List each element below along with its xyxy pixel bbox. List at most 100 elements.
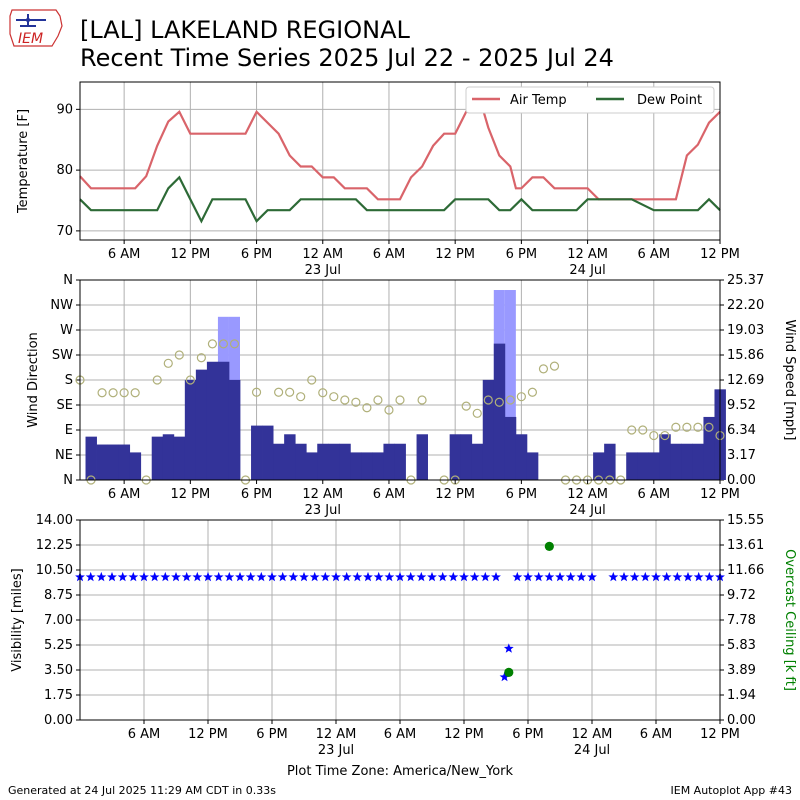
visibility-point — [181, 571, 192, 582]
ceiling-tick-label: 0.00 — [727, 713, 756, 728]
wind-direction-point — [108, 388, 118, 398]
visibility-point — [384, 571, 395, 582]
wind-direction-point — [274, 387, 284, 397]
vis-xtick-label: 6 PM — [512, 727, 543, 742]
wind-direction-point — [494, 397, 504, 407]
visibility-point — [565, 571, 576, 582]
ceiling-tick-label: 1.94 — [727, 688, 756, 703]
visibility-point — [544, 571, 555, 582]
vis-ylabel: Visibility [miles] — [10, 568, 25, 671]
visibility-point — [704, 571, 715, 582]
visibility-point — [480, 571, 491, 582]
wind-speed-bar — [394, 443, 406, 480]
wind-xtick-label: 6 AM — [373, 487, 406, 502]
wind-speed-bar — [96, 444, 108, 480]
temp-legend: Air Temp Dew Point — [465, 86, 715, 114]
visibility-point — [469, 571, 480, 582]
visibility-point — [491, 571, 501, 582]
visibility-point — [277, 571, 288, 582]
wind-direction-point — [251, 387, 262, 397]
temp-panel-frame — [79, 81, 721, 241]
wind-speed-bar — [604, 443, 616, 480]
visibility-point — [693, 571, 704, 582]
visibility-point — [576, 571, 587, 582]
wind-speed-bar — [339, 443, 351, 480]
wind-xtick-label: 12 AM — [567, 487, 608, 502]
wind-speed-bar — [416, 434, 428, 480]
wind-direction-point — [527, 387, 538, 397]
visibility-point — [427, 571, 437, 582]
wind-date-label: 23 Jul — [305, 503, 341, 518]
temp-xtick-label: 12 PM — [700, 247, 740, 262]
visibility-point — [683, 571, 693, 582]
visibility-point — [128, 571, 139, 582]
visibility-point — [213, 571, 224, 582]
wind-direction-point — [185, 375, 195, 385]
visibility-point — [555, 571, 565, 582]
wind-speed-bar — [637, 452, 649, 480]
ceiling-tick-label: 3.89 — [727, 663, 756, 678]
wind-direction-point — [296, 392, 306, 402]
visibility-point — [448, 571, 459, 582]
wind-speed-bar — [206, 361, 219, 480]
wind-dir-tick-label: NE — [55, 448, 73, 463]
temp-ytick-label: 90 — [56, 102, 73, 117]
visibility-point — [256, 571, 267, 582]
visibility-point — [320, 571, 331, 582]
temp-date-label: 23 Jul — [305, 263, 341, 278]
wind-direction-point — [671, 422, 681, 432]
wind-xtick-label: 6 PM — [241, 487, 272, 502]
wind-direction-point — [627, 425, 637, 435]
wind-speed-bar — [361, 452, 373, 480]
vis-xtick-label: 12 PM — [700, 727, 740, 742]
wind-speed-bar — [515, 434, 528, 480]
wind-speed-tick-label: 25.37 — [727, 273, 764, 288]
wind-speed-bar — [504, 416, 517, 480]
chart-title: [LAL] LAKELAND REGIONAL — [80, 16, 410, 44]
svg-text:IEM: IEM — [18, 31, 43, 47]
wind-direction-point — [285, 387, 295, 397]
wind-speed-bar — [350, 452, 362, 480]
temp-xtick-label: 12 AM — [302, 247, 343, 262]
visibility-point — [160, 571, 171, 582]
ceiling-tick-label: 5.83 — [727, 638, 756, 653]
visibility-point — [503, 643, 514, 653]
wind-speed-bar — [659, 434, 671, 480]
wind-speed-bar — [681, 443, 693, 480]
wind-speed-ylabel: Wind Speed [mph] — [782, 320, 797, 441]
visibility-point — [331, 571, 341, 582]
wind-direction-point — [682, 422, 692, 432]
visibility-point — [629, 571, 640, 582]
visibility-point — [341, 571, 352, 582]
visibility-point — [288, 571, 299, 582]
wind-direction-point — [461, 401, 471, 411]
wind-speed-bar — [482, 379, 495, 480]
visibility-point — [235, 571, 245, 582]
ceiling-point — [504, 667, 514, 678]
wind-speed-bar — [449, 434, 462, 480]
vis-xtick-label: 6 AM — [640, 727, 673, 742]
wind-speed-tick-label: 15.86 — [727, 348, 764, 363]
temp-ytick-label: 70 — [56, 224, 73, 239]
app-note: IEM Autoplot App #43 — [670, 784, 793, 797]
wind-panel-frame — [79, 279, 721, 481]
wind-direction-point — [329, 392, 339, 402]
vis-tick-label: 0.00 — [44, 713, 73, 728]
visibility-point — [437, 571, 448, 582]
temp-xtick-label: 6 PM — [506, 247, 537, 262]
wind-speed-tick-label: 0.00 — [727, 473, 756, 488]
wind-speed-bar — [670, 443, 682, 480]
wind-direction-point — [472, 408, 482, 418]
visibility-point — [512, 571, 523, 582]
visibility-point — [651, 571, 661, 582]
wind-direction-point — [229, 339, 240, 349]
vis-tick-label: 3.50 — [44, 663, 73, 678]
wind-direction-point — [704, 422, 714, 432]
wind-dir-tick-label: N — [63, 273, 73, 288]
visibility-point — [373, 571, 384, 582]
wind-dir-tick-label: N — [63, 473, 73, 488]
wind-speed-bar — [262, 425, 274, 480]
wind-direction-point — [505, 395, 515, 405]
vis-xtick-label: 6 AM — [384, 727, 417, 742]
visibility-point — [224, 571, 235, 582]
